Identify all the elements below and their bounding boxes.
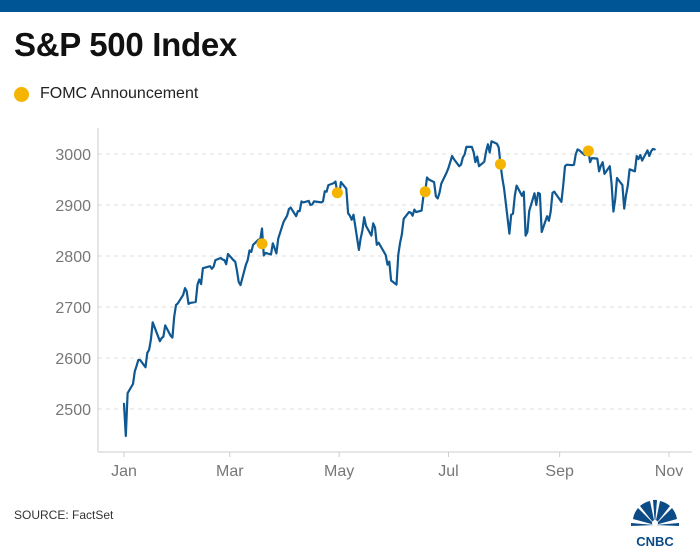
source-note: SOURCE: FactSet [14,508,114,522]
series-line-sp500 [122,140,656,438]
series-layer [122,140,656,438]
fomc-marker [582,145,594,157]
fomc-marker [419,186,431,198]
fomc-marker [494,158,506,170]
y-tick-label: 3000 [55,147,91,164]
y-tick-label: 2800 [55,249,91,266]
cnbc-logo: CNBC [612,488,698,550]
x-tick-label: Jan [111,463,137,480]
fomc-marker [256,238,268,250]
legend: FOMC Announcement [14,85,198,103]
axes: 2500 2600 2700 2800 2900 3000 Jan Mar May Jul Sep N… [55,128,692,480]
markers-layer [256,145,594,250]
fomc-marker [331,187,343,199]
legend-marker-icon [14,86,29,102]
x-tick-label: Mar [216,463,244,480]
x-tick-label: May [324,463,354,480]
x-tick-label: Sep [545,463,574,480]
chart-title: S&P 500 Index [14,26,237,63]
cnbc-logo-text: CNBC [636,534,674,549]
y-tick-label: 2700 [55,300,91,317]
y-tick-label: 2600 [55,351,91,368]
legend-label: FOMC Announcement [40,85,199,102]
x-tick-label: Nov [655,463,683,480]
x-tick-label: Jul [438,463,458,480]
y-tick-label: 2900 [55,198,91,215]
y-tick-label: 2500 [55,402,91,419]
gridlines [98,153,692,410]
top-accent-bar [0,0,700,12]
